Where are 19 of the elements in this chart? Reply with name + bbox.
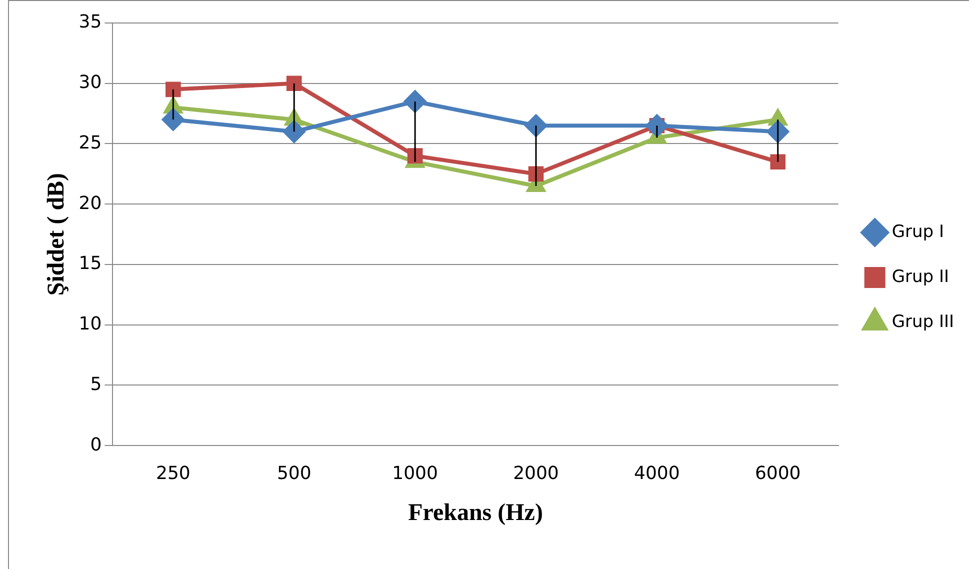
x-tick-label: 4000	[634, 463, 680, 484]
y-tick-label: 35	[78, 12, 102, 33]
y-tick-label: 5	[90, 374, 102, 395]
legend-label: Grup I	[892, 222, 944, 242]
y-tick-label: 15	[78, 253, 102, 274]
y-tick-label: 30	[78, 72, 102, 94]
legend-label: Grup III	[892, 312, 954, 332]
x-tick-label: 500	[276, 463, 312, 484]
x-tick-label: 2000	[513, 463, 559, 484]
y-tick-label: 10	[78, 314, 102, 335]
y-tick-label: 0	[90, 434, 102, 456]
x-tick-label: 250	[156, 463, 190, 484]
legend-label: Grup II	[892, 266, 949, 287]
x-tick-label: 1000	[392, 463, 438, 484]
x-tick-label: 6000	[754, 463, 801, 484]
y-axis-title: Şiddet ( dB)	[44, 172, 70, 296]
y-tick-label: 20	[78, 192, 102, 214]
y-tick-label: 25	[78, 132, 102, 154]
x-axis-title: Frekans (Hz)	[408, 500, 543, 526]
